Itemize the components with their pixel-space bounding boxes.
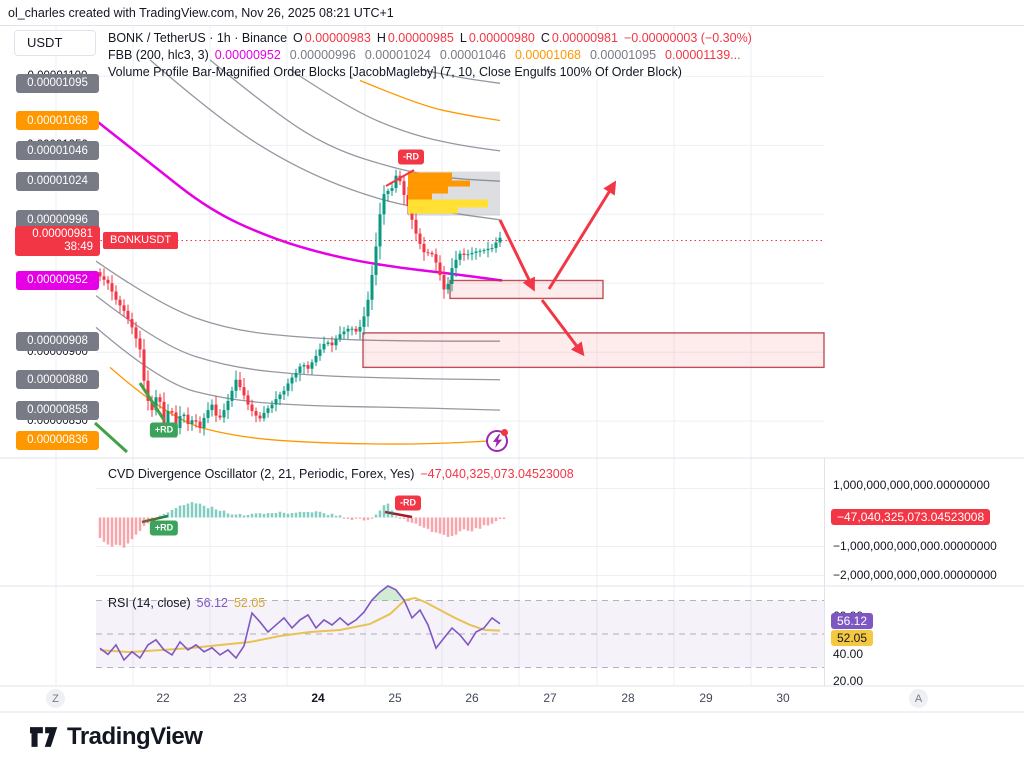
- attribution-text: ol_charles created with TradingView.com,…: [8, 6, 394, 20]
- cvd-histogram: [98, 502, 506, 548]
- fbb-band-upper4: [359, 79, 501, 122]
- lightning-alert-icon[interactable]: [486, 429, 508, 452]
- currency-button[interactable]: USDT: [14, 30, 96, 56]
- rsi-smooth-value: 52.05: [233, 596, 266, 610]
- cvd-value: −47,040,325,073.04523008: [420, 467, 574, 481]
- auto-scale-button[interactable]: A: [909, 689, 928, 708]
- cvd-title: CVD Divergence Oscillator (2, 21, Period…: [108, 467, 415, 481]
- lightning-bolt-icon: [492, 434, 502, 448]
- fbb-band-lower3: [95, 326, 501, 411]
- ohlc-low: L 0.00000980: [459, 31, 535, 45]
- cvd-scale-label: −2,000,000,000,000.00000000: [833, 568, 997, 582]
- price-level-badge: 0.00001024: [16, 171, 99, 191]
- zone-1[interactable]: [449, 279, 604, 300]
- tradingview-logo-text: TradingView: [67, 723, 203, 750]
- price-level-badge: 0.00000952: [16, 270, 99, 290]
- ohlc-open: O 0.00000983: [293, 31, 371, 45]
- symbol-title: BONK / TetherUS · 1h · Binance: [108, 31, 288, 45]
- price-level-badge: 0.00001046: [16, 141, 99, 161]
- fbb-title: FBB (200, hlc3, 3): [108, 48, 209, 62]
- pane-dividers: [0, 25, 1024, 713]
- symbol-price-tag: BONKUSDT: [103, 232, 179, 249]
- time-axis-label-30: 30: [776, 691, 790, 705]
- fbb-band-lower1: [95, 260, 500, 342]
- tradingview-logo-mark: [30, 727, 58, 747]
- last-price-badge: 0.00000981 38:49: [15, 225, 100, 256]
- rsi-scale-label: 20.00: [833, 674, 864, 688]
- fbb-value-4: 0.00001068: [514, 48, 581, 62]
- time-axis-label-22: 22: [156, 691, 170, 705]
- legend-symbol-row[interactable]: BONK / TetherUS · 1h · Binance O 0.000009…: [108, 31, 752, 45]
- candles: [98, 169, 502, 438]
- fbb-band-upper3: [289, 68, 501, 152]
- supply-zones: [362, 279, 825, 369]
- rsi-legend-row[interactable]: RSI (14, close) 56.12 52.05: [108, 596, 265, 610]
- time-axis-label-29: 29: [699, 691, 713, 705]
- fbb-value-5: 0.00001095: [589, 48, 657, 62]
- price-level-badge: 0.00001095: [16, 73, 99, 93]
- time-axis-label-23: 23: [233, 691, 247, 705]
- order-block: [408, 171, 500, 216]
- rsi-smooth-badge: 52.05: [831, 630, 874, 646]
- volume-profile-title: Volume Profile Bar-Magnified Order Block…: [108, 65, 682, 79]
- time-axis-label-24: 24: [311, 691, 325, 705]
- fbb-band-lower4: [109, 366, 501, 445]
- rsi-main-badge: 56.12: [831, 613, 874, 629]
- cvd-scale-label: 1,000,000,000,000.00000000: [833, 478, 990, 492]
- fbb-value-1: 0.00000996: [289, 48, 356, 62]
- cvd-bullish-divergence-label: +RD: [149, 520, 179, 536]
- fbb-value-3: 0.00001046: [439, 48, 506, 62]
- cvd-scale-label: −1,000,000,000,000.00000000: [833, 539, 997, 553]
- legend-fbb-row[interactable]: FBB (200, hlc3, 3) 0.00000952 0.00000996 0…: [108, 48, 741, 62]
- price-level-badge: 0.00000908: [16, 331, 99, 351]
- price-level-badge: 0.00000996: [16, 210, 99, 230]
- timezone-button[interactable]: Z: [46, 689, 65, 708]
- legend-volume-profile-row[interactable]: Volume Profile Bar-Magnified Order Block…: [108, 65, 682, 79]
- tradingview-logo[interactable]: TradingView: [30, 723, 203, 751]
- fbb-band-upper5: [419, 68, 501, 84]
- cvd-legend-row[interactable]: CVD Divergence Oscillator (2, 21, Period…: [108, 467, 574, 481]
- alert-dot: [501, 429, 508, 436]
- zone-2[interactable]: [362, 332, 825, 369]
- fbb-value-0: 0.00000952: [214, 48, 281, 62]
- price-level-badge: 0.00000880: [16, 370, 99, 390]
- time-axis-label-25: 25: [388, 691, 402, 705]
- fbb-values: 0.00000952 0.00000996 0.00001024 0.00001046…: [215, 48, 741, 62]
- rsi-main-value: 56.12: [196, 596, 228, 610]
- projection-arrows: [498, 180, 617, 357]
- cvd-value-badge: −47,040,325,073.04523008: [831, 509, 991, 525]
- bar-countdown: 38:49: [64, 240, 93, 253]
- price-bullish-divergence-label: +RD: [149, 422, 179, 438]
- last-price-value: 0.00000981: [32, 227, 93, 240]
- fbb-value-2: 0.00001024: [364, 48, 431, 62]
- price-level-badge: 0.00001068: [16, 111, 99, 131]
- rsi-lines: [99, 584, 501, 662]
- ohlc-close: C 0.00000981: [540, 31, 618, 45]
- cvd-bearish-divergence-label: -RD: [395, 495, 421, 511]
- rsi-line: [99, 584, 501, 662]
- ohlc-high: H 0.00000985: [376, 31, 454, 45]
- price-level-badge: 0.00000836: [16, 430, 99, 450]
- time-axis-label-28: 28: [621, 691, 635, 705]
- price-level-badge: 0.00000858: [16, 400, 99, 420]
- rsi-scale-label: 40.00: [833, 647, 864, 661]
- fbb-bands: [95, 59, 503, 445]
- price-bearish-divergence-label: -RD: [398, 149, 424, 165]
- time-axis-label-27: 27: [543, 691, 557, 705]
- change-value: −0.00000003 (−0.30%): [623, 31, 752, 45]
- fbb-value-6: 0.00001139...: [665, 48, 741, 62]
- rsi-title: RSI (14, close): [108, 596, 191, 610]
- time-axis-label-26: 26: [465, 691, 479, 705]
- fbb-band-lower2: [95, 295, 501, 381]
- fbb-band-basis: [95, 119, 503, 282]
